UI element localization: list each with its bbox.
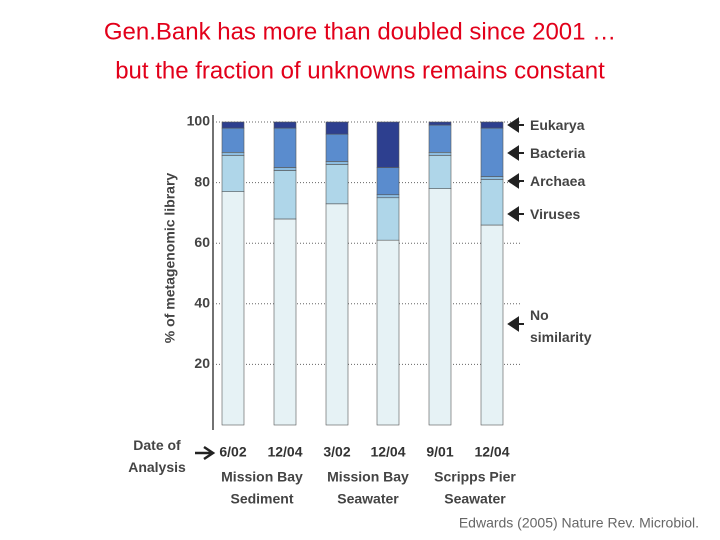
- legend-label: No similarity: [530, 307, 592, 345]
- group-label: Mission Bay: [221, 469, 303, 485]
- bar-segment: [480, 179, 504, 226]
- bar-segment: [221, 121, 245, 129]
- bar-segment: [325, 133, 349, 162]
- bar-segment: [325, 121, 349, 135]
- x-tick-label: 3/02: [323, 444, 350, 460]
- bar-segment: [325, 164, 349, 205]
- x-tick-label: 12/04: [474, 444, 509, 460]
- y-tick-label: 60: [194, 234, 210, 250]
- bar-segment: [273, 218, 297, 426]
- group-label: Mission Bay: [327, 469, 409, 485]
- bar-segment: [480, 176, 504, 180]
- legend-arrow: [507, 316, 524, 332]
- legend-arrow: [507, 173, 524, 189]
- x-tick-label: 12/04: [370, 444, 405, 460]
- bar-segment: [325, 203, 349, 426]
- x-tick-label: 6/02: [219, 444, 246, 460]
- bar-segment: [273, 167, 297, 171]
- group-label: Seawater: [444, 491, 506, 507]
- bar-segment: [273, 121, 297, 129]
- group-label: Scripps Pier: [434, 469, 516, 485]
- title-line: Gen.Bank has more than doubled since 200…: [104, 18, 616, 45]
- title-line: but the fraction of unknowns remains con…: [115, 57, 605, 84]
- y-tick-label: 80: [194, 173, 210, 189]
- legend-arrow: [507, 117, 524, 133]
- y-tick-label: 100: [187, 113, 211, 129]
- y-tick-label: 20: [194, 355, 210, 371]
- bar-segment: [221, 152, 245, 156]
- bar-segment: [221, 191, 245, 426]
- x-tick-label: 9/01: [426, 444, 453, 460]
- bar-segment: [428, 188, 452, 426]
- date-arrow: [195, 445, 216, 461]
- bar-segment: [428, 152, 452, 156]
- bar-segment: [273, 170, 297, 220]
- legend-label: Archaea: [530, 173, 586, 189]
- citation: Edwards (2005) Nature Rev. Microbiol.: [459, 515, 699, 531]
- bar-segment: [376, 167, 400, 196]
- bar-segment: [221, 155, 245, 192]
- legend-label: Bacteria: [530, 145, 586, 161]
- legend-arrow: [507, 145, 524, 161]
- legend-label: Eukarya: [530, 117, 585, 133]
- bar-segment: [376, 121, 400, 168]
- bar-segment: [221, 127, 245, 153]
- bar-segment: [273, 127, 297, 168]
- bar-segment: [376, 194, 400, 199]
- bar-segment: [325, 161, 349, 165]
- x-tick-label: 12/04: [267, 444, 302, 460]
- legend-label: Viruses: [530, 206, 581, 222]
- group-label: Seawater: [337, 491, 399, 507]
- y-tick-label: 40: [194, 295, 210, 311]
- group-label: Sediment: [230, 491, 293, 507]
- bar-segment: [376, 197, 400, 241]
- y-axis-title: % of metagenomic library: [162, 173, 178, 344]
- bar-segment: [376, 239, 400, 426]
- x-axis-title: Date of Analysis: [128, 437, 186, 475]
- bar-segment: [428, 124, 452, 153]
- bar-segment: [480, 127, 504, 177]
- bar-segment: [480, 224, 504, 426]
- bar-segment: [428, 121, 452, 126]
- bar-segment: [428, 155, 452, 189]
- legend-arrow: [507, 206, 524, 222]
- bar-segment: [480, 121, 504, 129]
